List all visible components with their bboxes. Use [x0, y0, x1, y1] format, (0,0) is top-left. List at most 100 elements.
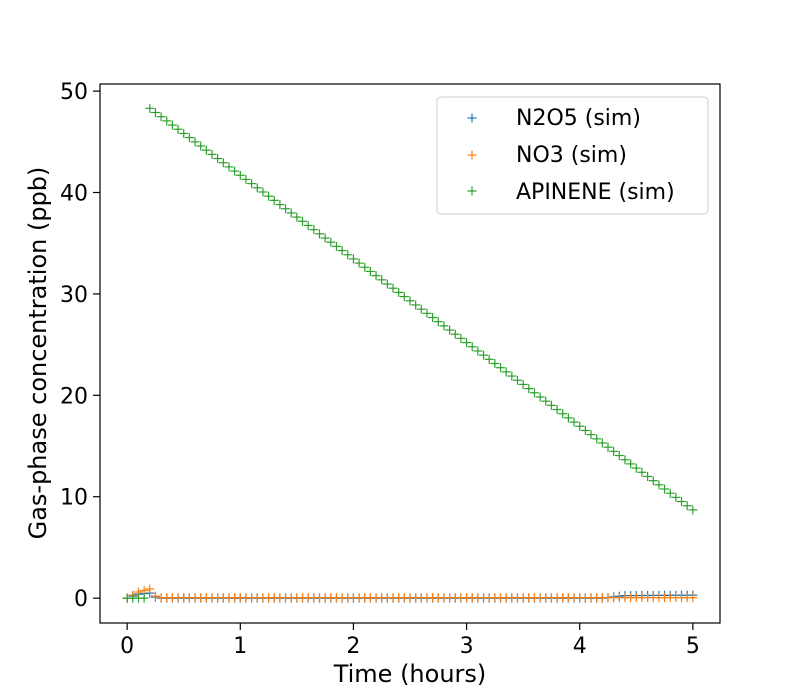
- data-point: [201, 145, 211, 155]
- data-point: [241, 174, 251, 184]
- data-point: [213, 154, 223, 164]
- data-point: [309, 225, 319, 235]
- data-point: [360, 262, 370, 272]
- data-point: [230, 166, 240, 176]
- y-tick-label: 0: [74, 587, 88, 612]
- data-point: [665, 488, 675, 498]
- data-point: [603, 442, 613, 452]
- x-tick-label: 4: [573, 634, 587, 659]
- data-point: [411, 300, 421, 310]
- legend-entry-no3: NO3 (sim): [516, 143, 627, 168]
- data-point: [518, 379, 528, 389]
- data-point: [490, 359, 500, 369]
- y-tick-label: 20: [60, 384, 88, 409]
- data-point: [275, 200, 285, 210]
- data-point: [428, 312, 438, 322]
- data-point: [501, 367, 511, 377]
- series-1: [122, 584, 698, 603]
- data-point: [552, 405, 562, 415]
- data-point: [145, 103, 155, 113]
- data-point: [450, 329, 460, 339]
- y-tick-label: 30: [60, 283, 88, 308]
- data-point: [592, 434, 602, 444]
- x-tick-label: 1: [233, 634, 247, 659]
- data-point: [337, 246, 347, 256]
- data-point: [190, 137, 200, 147]
- data-point: [433, 317, 443, 327]
- series-layer: [122, 103, 698, 603]
- x-ticks: 0 1 2 3 4 5: [120, 623, 700, 659]
- data-point: [682, 501, 692, 511]
- data-point: [405, 296, 415, 306]
- data-point: [377, 275, 387, 285]
- data-point: [167, 120, 177, 130]
- x-tick-label: 3: [460, 634, 474, 659]
- data-point: [303, 220, 313, 230]
- data-point: [479, 350, 489, 360]
- data-point: [286, 208, 296, 218]
- legend-marker: [467, 150, 477, 160]
- legend-box: [436, 96, 709, 215]
- data-point: [529, 388, 539, 398]
- legend: N2O5 (sim) NO3 (sim) APINENE (sim): [436, 96, 709, 215]
- data-point: [247, 179, 257, 189]
- data-point: [416, 304, 426, 314]
- data-point: [462, 338, 472, 348]
- data-point: [535, 392, 545, 402]
- data-point: [643, 471, 653, 481]
- legend-marker: [467, 186, 477, 196]
- data-point: [365, 266, 375, 276]
- data-point: [196, 141, 206, 151]
- data-point: [484, 354, 494, 364]
- y-tick-label: 10: [60, 486, 88, 511]
- data-point: [162, 116, 172, 126]
- data-point: [563, 413, 573, 423]
- data-point: [524, 384, 534, 394]
- data-point: [660, 484, 670, 494]
- x-tick-label: 0: [120, 634, 134, 659]
- data-point: [439, 321, 449, 331]
- x-tick-label: 2: [346, 634, 360, 659]
- data-point: [371, 271, 381, 281]
- data-point: [575, 421, 585, 431]
- legend-marker: [467, 113, 477, 123]
- x-tick-label: 5: [686, 634, 700, 659]
- data-point: [150, 108, 160, 118]
- data-point: [252, 183, 262, 193]
- data-point: [609, 446, 619, 456]
- legend-entry-n2o5: N2O5 (sim): [516, 106, 641, 131]
- data-point: [671, 492, 681, 502]
- data-point: [207, 149, 217, 159]
- data-point: [382, 279, 392, 289]
- data-point: [569, 417, 579, 427]
- x-axis-label: Time (hours): [333, 660, 487, 688]
- data-point: [156, 112, 166, 122]
- data-point: [235, 170, 245, 180]
- y-tick-label: 40: [60, 182, 88, 207]
- data-point: [264, 191, 274, 201]
- data-point: [298, 216, 308, 226]
- data-point: [637, 467, 647, 477]
- data-point: [320, 233, 330, 243]
- data-point: [654, 480, 664, 490]
- data-point: [445, 325, 455, 335]
- legend-entry-apinene: APINENE (sim): [516, 180, 675, 205]
- data-point: [281, 204, 291, 214]
- data-point: [184, 133, 194, 143]
- data-point: [558, 409, 568, 419]
- data-point: [139, 586, 149, 596]
- data-point: [626, 459, 636, 469]
- data-point: [224, 162, 234, 172]
- data-point: [348, 254, 358, 264]
- data-point: [512, 375, 522, 385]
- data-point: [473, 346, 483, 356]
- data-point: [331, 241, 341, 251]
- data-point: [677, 497, 687, 507]
- data-point: [496, 363, 506, 373]
- data-point: [620, 455, 630, 465]
- data-point: [314, 229, 324, 239]
- data-point: [467, 342, 477, 352]
- data-point: [145, 584, 155, 594]
- data-point: [614, 451, 624, 461]
- data-point: [541, 396, 551, 406]
